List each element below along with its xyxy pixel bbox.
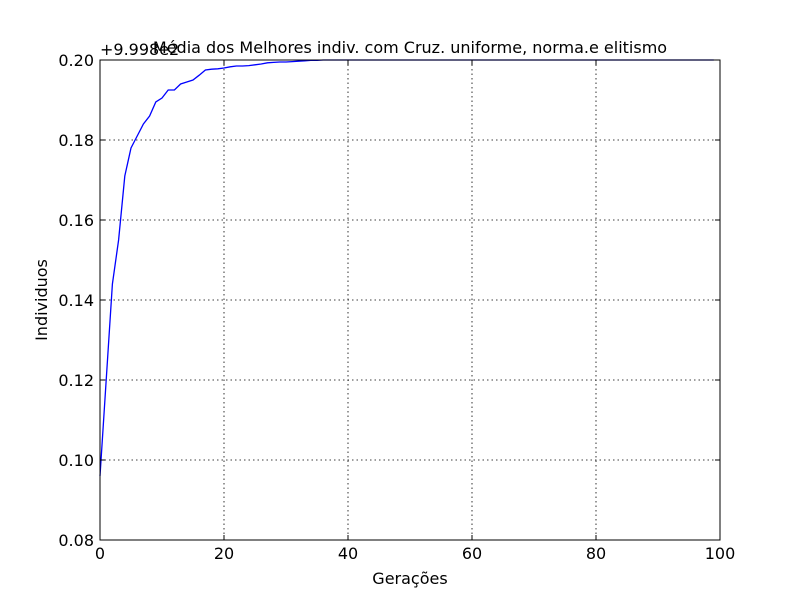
x-tick-label: 100 — [705, 544, 736, 563]
x-tick-label: 20 — [214, 544, 234, 563]
chart-title: Média dos Melhores indiv. com Cruz. unif… — [153, 38, 667, 57]
y-tick-label: 0.20 — [58, 51, 94, 70]
y-tick-label: 0.14 — [58, 291, 94, 310]
y-tick-label: 0.12 — [58, 371, 94, 390]
y-offset-label: +9.998e2 — [100, 40, 179, 59]
y-tick-label: 0.10 — [58, 451, 94, 470]
ticks-layer: 0 20 40 60 80 100 0.08 0.10 0.12 0.14 0.16 0.18 0.20 — [58, 51, 735, 563]
x-tick-label: 40 — [338, 544, 358, 563]
grid-layer — [100, 60, 720, 540]
series-line — [99, 59, 714, 477]
y-tick-label: 0.18 — [58, 131, 94, 150]
y-tick-label: 0.08 — [58, 531, 94, 550]
x-axis-label: Gerações — [372, 569, 447, 588]
y-tick-label: 0.16 — [58, 211, 94, 230]
y-axis-label: Individuos — [32, 259, 51, 341]
x-tick-label: 60 — [462, 544, 482, 563]
x-tick-label: 80 — [586, 544, 606, 563]
x-tick-label: 0 — [95, 544, 105, 563]
